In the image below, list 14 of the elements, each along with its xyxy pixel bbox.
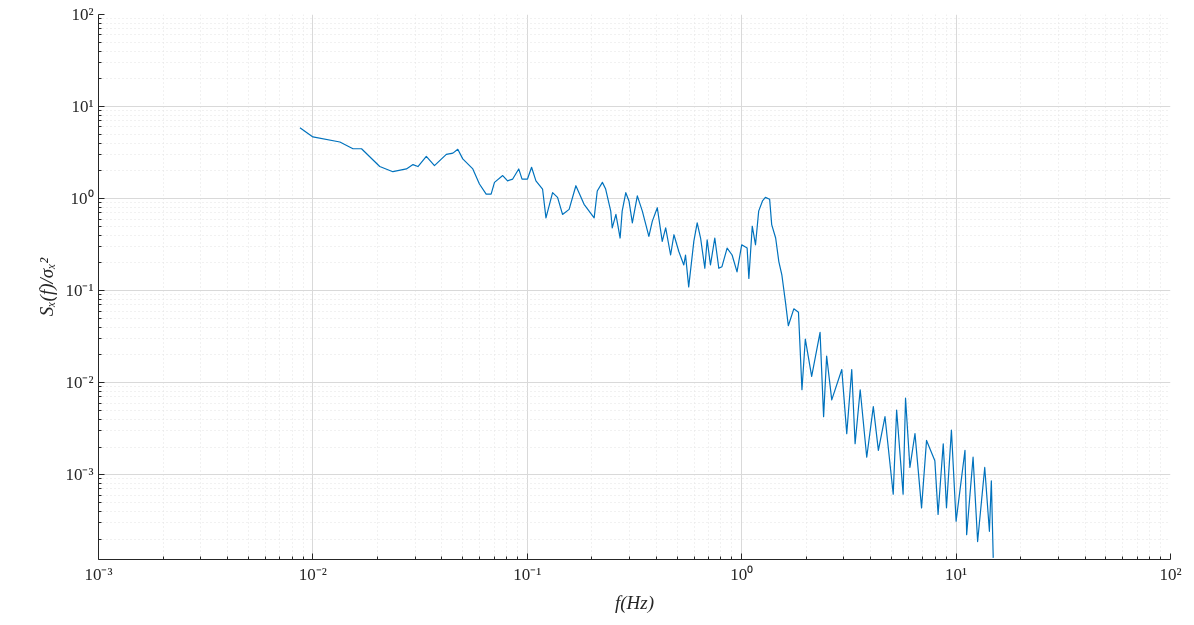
y-tick-label: 10⁰ [70,189,94,209]
x-tick-label: 10⁻¹ [513,564,542,584]
x-axis-title: f(Hz) [614,591,655,614]
y-tick-label: 10⁻³ [65,465,94,485]
y-tick-label: 10² [71,5,94,24]
x-tick-label: 10⁰ [730,564,754,584]
x-tick-label: 10⁻² [298,564,327,584]
x-tick-label: 10⁻³ [84,564,113,584]
y-tick-label: 10⁻¹ [65,281,94,301]
x-tick-label: 10² [1159,564,1182,584]
x-tick-label: 10¹ [945,564,968,584]
y-tick-label: 10¹ [71,97,94,117]
y-tick-label: 10⁻² [65,373,94,393]
y-axis-title: Sₓ(f)/σₓ² [36,257,59,317]
